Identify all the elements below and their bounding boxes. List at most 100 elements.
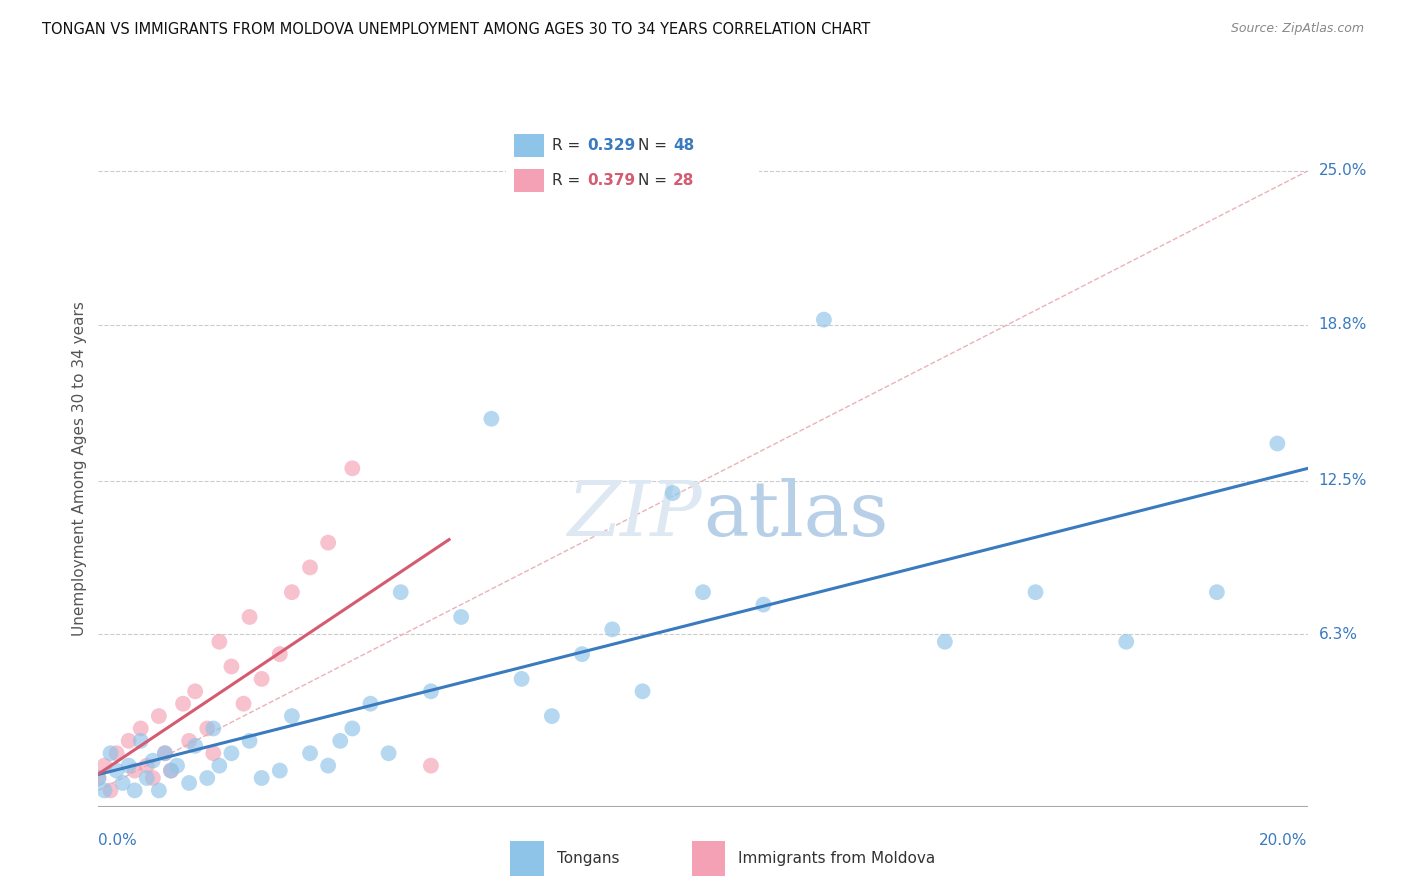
- Point: [419, 684, 441, 698]
- Point: [316, 758, 339, 772]
- Point: [142, 754, 165, 768]
- Point: [100, 746, 122, 760]
- Point: [129, 722, 152, 736]
- Text: Immigrants from Moldova: Immigrants from Moldova: [738, 851, 935, 866]
- Point: [184, 684, 207, 698]
- Text: 18.8%: 18.8%: [1319, 317, 1367, 332]
- Point: [177, 776, 201, 790]
- Point: [692, 585, 714, 599]
- Text: R =: R =: [551, 138, 585, 153]
- Point: [419, 758, 441, 772]
- Point: [1206, 585, 1229, 599]
- Point: [510, 672, 533, 686]
- Point: [135, 758, 157, 772]
- Point: [250, 672, 273, 686]
- Point: [135, 771, 157, 785]
- Text: Source: ZipAtlas.com: Source: ZipAtlas.com: [1230, 22, 1364, 36]
- Text: ZIP: ZIP: [568, 478, 703, 552]
- Text: atlas: atlas: [703, 478, 889, 552]
- Text: R =: R =: [551, 173, 585, 187]
- Text: Tongans: Tongans: [557, 851, 619, 866]
- Point: [87, 771, 110, 785]
- Text: 6.3%: 6.3%: [1319, 627, 1358, 642]
- Point: [631, 684, 654, 698]
- Point: [184, 739, 207, 753]
- Point: [934, 634, 956, 648]
- Point: [172, 697, 194, 711]
- Point: [166, 758, 188, 772]
- Text: 25.0%: 25.0%: [1319, 163, 1367, 178]
- Point: [221, 659, 243, 673]
- Text: TONGAN VS IMMIGRANTS FROM MOLDOVA UNEMPLOYMENT AMONG AGES 30 TO 34 YEARS CORRELA: TONGAN VS IMMIGRANTS FROM MOLDOVA UNEMPL…: [42, 22, 870, 37]
- Point: [540, 709, 562, 723]
- Point: [377, 746, 399, 760]
- Point: [177, 734, 201, 748]
- Point: [389, 585, 412, 599]
- Point: [232, 697, 254, 711]
- Point: [813, 312, 835, 326]
- Point: [450, 610, 472, 624]
- Bar: [510, 841, 544, 876]
- Point: [202, 722, 225, 736]
- Point: [299, 560, 322, 574]
- Point: [208, 634, 231, 648]
- Y-axis label: Unemployment Among Ages 30 to 34 years: Unemployment Among Ages 30 to 34 years: [72, 301, 87, 636]
- Point: [269, 764, 291, 778]
- Point: [221, 746, 243, 760]
- Point: [111, 776, 134, 790]
- Text: 0.329: 0.329: [588, 138, 636, 153]
- Point: [316, 535, 339, 549]
- Point: [129, 734, 152, 748]
- Point: [105, 764, 128, 778]
- Point: [239, 610, 262, 624]
- Point: [148, 709, 170, 723]
- Point: [118, 758, 141, 772]
- Point: [93, 783, 115, 797]
- Point: [1115, 634, 1137, 648]
- Text: 12.5%: 12.5%: [1319, 473, 1367, 488]
- Point: [105, 746, 128, 760]
- Point: [342, 722, 364, 736]
- Point: [281, 709, 304, 723]
- Point: [239, 734, 262, 748]
- Point: [195, 771, 218, 785]
- Text: 0.0%: 0.0%: [98, 833, 138, 848]
- Point: [87, 771, 110, 785]
- Point: [124, 764, 146, 778]
- Point: [153, 746, 176, 760]
- Point: [195, 722, 218, 736]
- Point: [118, 734, 141, 748]
- Text: 48: 48: [673, 138, 695, 153]
- Point: [160, 764, 183, 778]
- Bar: [513, 169, 544, 192]
- Point: [202, 746, 225, 760]
- Point: [153, 746, 176, 760]
- Text: 20.0%: 20.0%: [1260, 833, 1308, 848]
- Point: [100, 783, 122, 797]
- Text: N =: N =: [638, 173, 672, 187]
- Point: [281, 585, 304, 599]
- Text: 28: 28: [673, 173, 695, 187]
- Point: [752, 598, 775, 612]
- Text: 0.379: 0.379: [588, 173, 636, 187]
- Point: [1024, 585, 1046, 599]
- Point: [160, 764, 183, 778]
- Point: [93, 758, 115, 772]
- Point: [329, 734, 352, 748]
- Point: [148, 783, 170, 797]
- Point: [1265, 436, 1288, 450]
- Bar: [513, 134, 544, 157]
- Point: [661, 486, 683, 500]
- Point: [269, 647, 291, 661]
- Point: [481, 411, 503, 425]
- Point: [360, 697, 382, 711]
- Point: [142, 771, 165, 785]
- Point: [571, 647, 593, 661]
- Point: [250, 771, 273, 785]
- Point: [124, 783, 146, 797]
- Point: [299, 746, 322, 760]
- FancyBboxPatch shape: [501, 123, 765, 202]
- Point: [342, 461, 364, 475]
- Bar: [692, 841, 725, 876]
- Point: [208, 758, 231, 772]
